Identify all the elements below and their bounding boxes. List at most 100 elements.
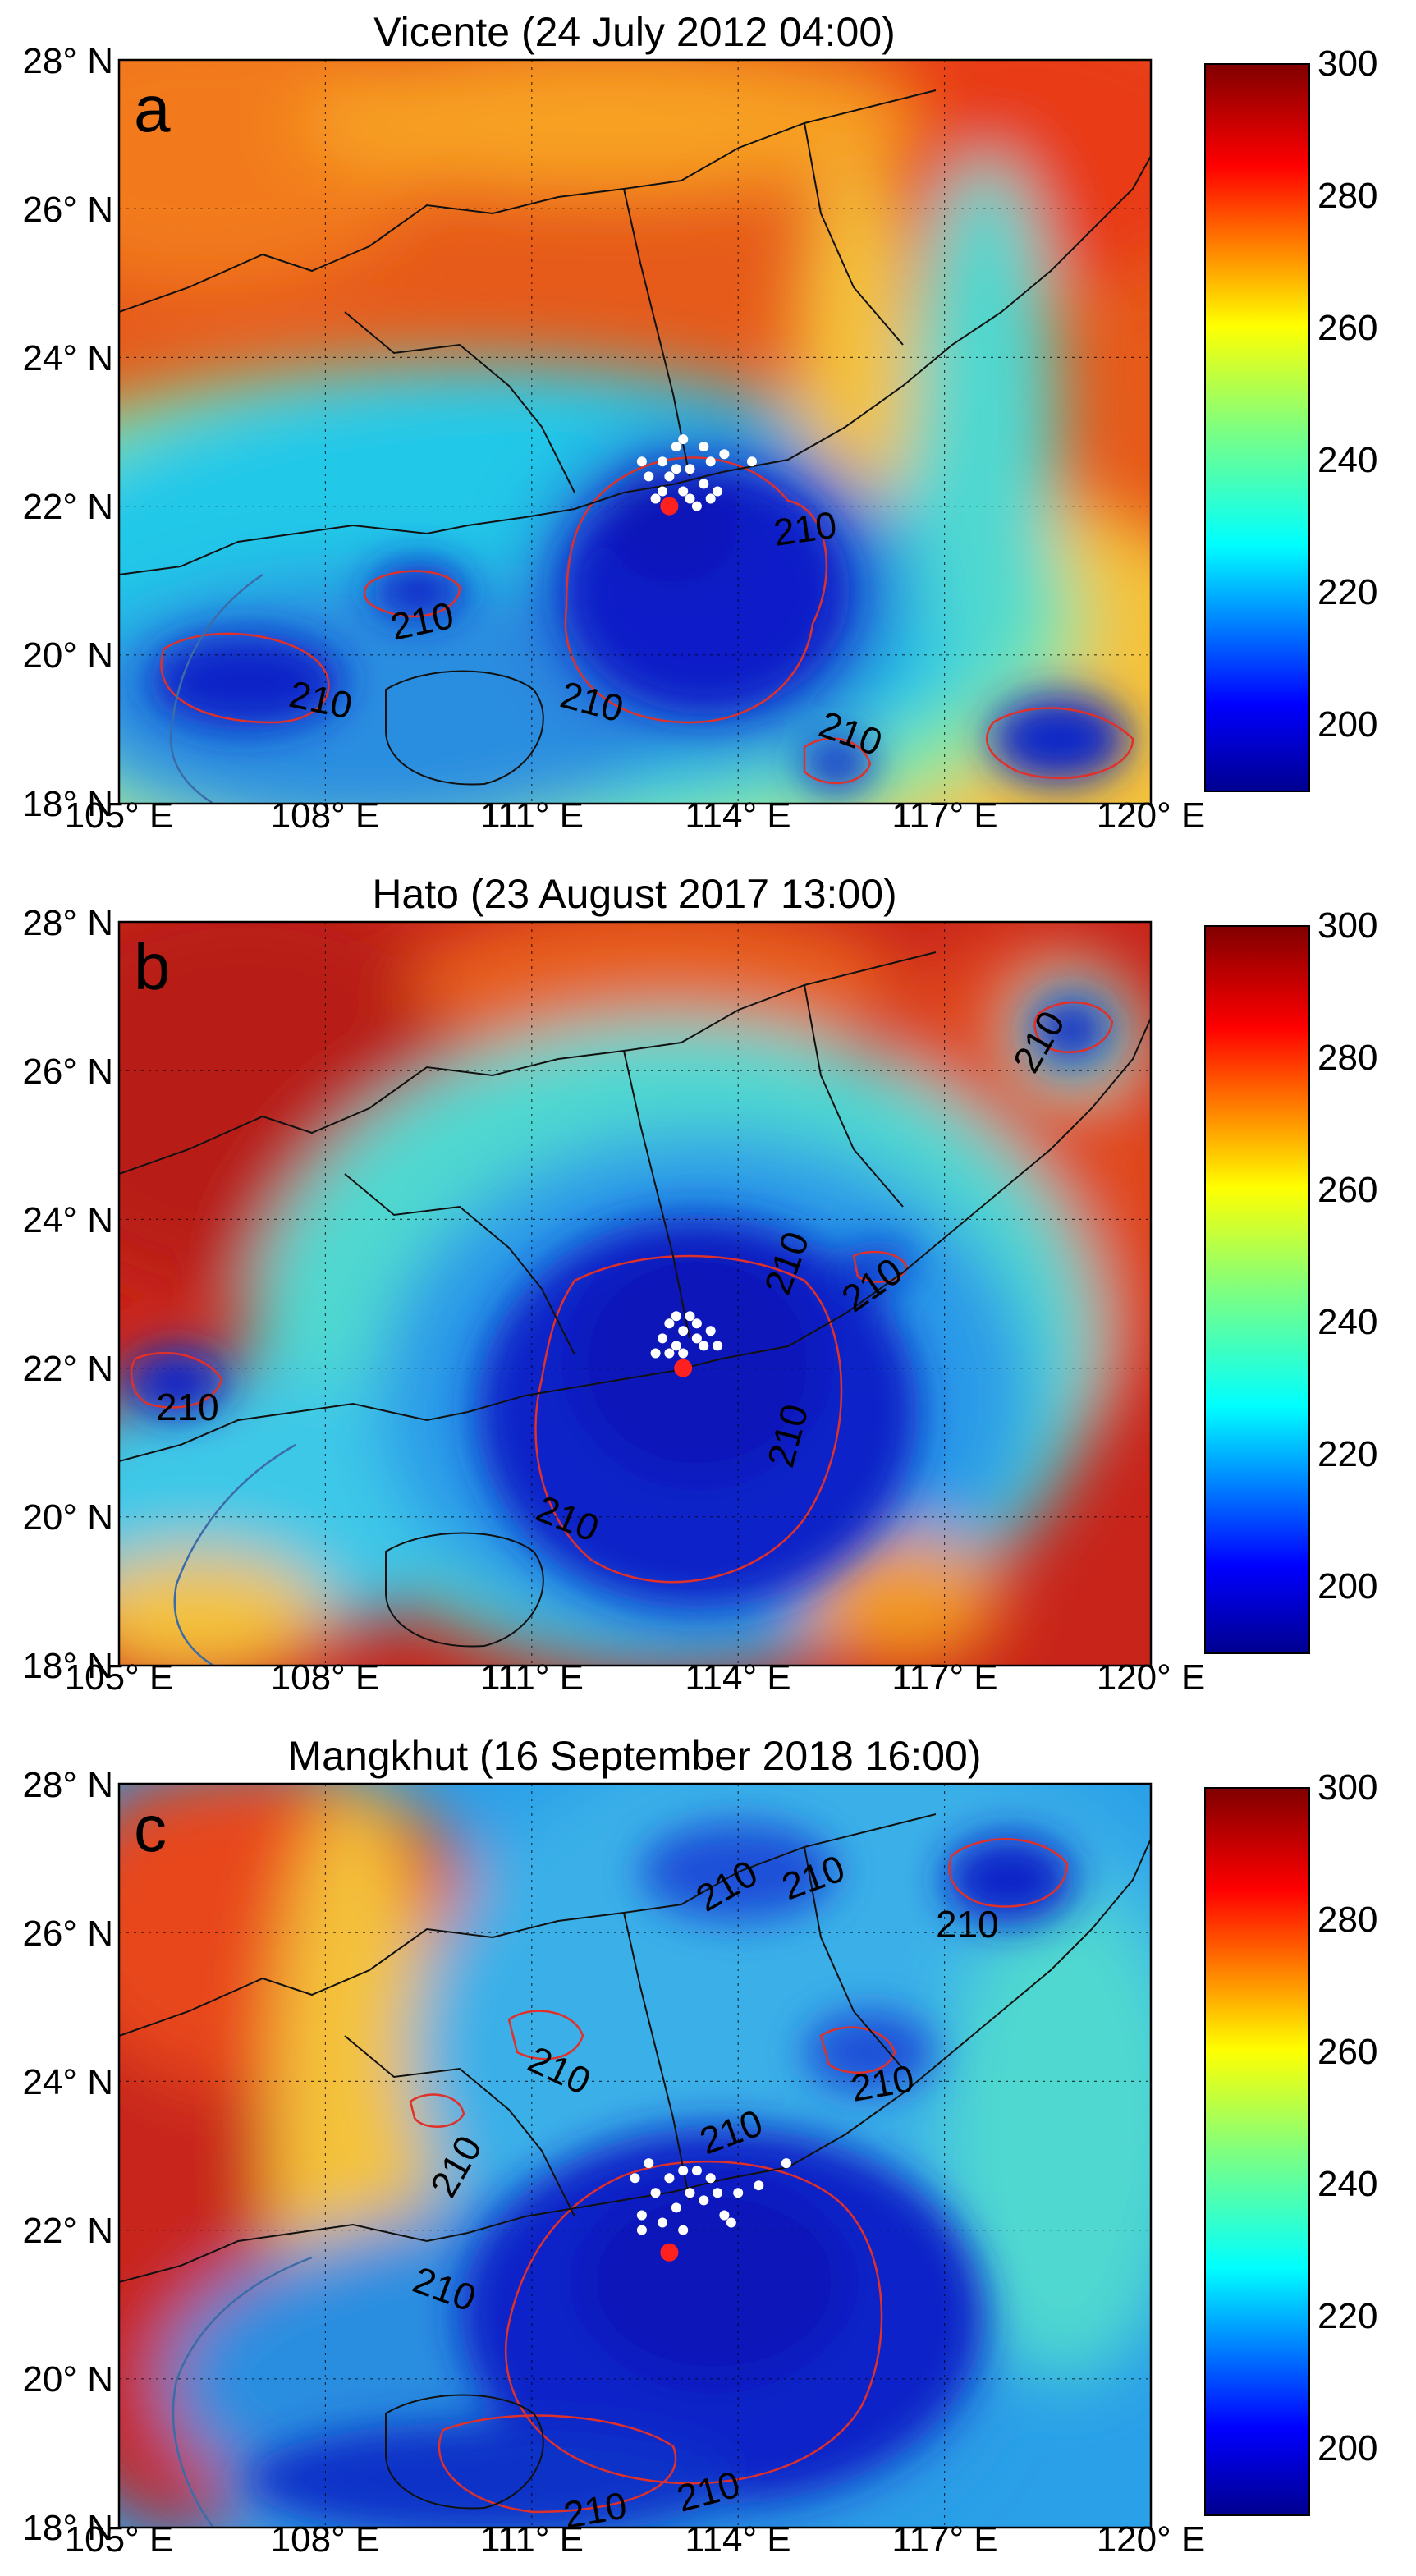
lat-tick-label: 24° N [22,1200,113,1240]
lat-tick-label: 26° N [22,190,113,230]
observation-point [691,2166,702,2176]
colorbar-tick-label: 260 [1317,2032,1377,2072]
lat-tick-label: 22° N [22,487,113,527]
observation-point [671,464,681,474]
panel-a: Vicente (24 July 2012 04:00) [22,9,1377,836]
observation-point [671,442,681,452]
storm-center-marker [660,2243,679,2262]
observation-point [705,456,716,467]
observation-point [664,471,675,482]
panel-title: Vicente (24 July 2012 04:00) [373,9,896,55]
satellite-heatmap [119,60,1151,804]
colorbar-tick-label: 220 [1317,2296,1377,2336]
observation-point [644,2158,654,2169]
lat-tick-label: 22° N [22,2211,113,2251]
plot-frame [117,920,1153,1667]
colorbar-tick-label: 220 [1317,572,1377,612]
lat-tick-label: 28° N [22,41,113,81]
colorbar-tick-label: 300 [1317,1767,1377,1808]
observation-point [705,2173,716,2184]
lat-axis: 28° N 26° N 24° N 22° N 20° N 18° N [22,41,113,824]
grid-lines [119,60,1151,804]
observation-point [685,2188,695,2198]
panel-title: Hato (23 August 2017 13:00) [372,871,896,917]
lon-tick-label: 120° E [1097,1657,1206,1698]
panel-c: Mangkhut (16 September 2018 16:00) [22,1733,1377,2560]
colorbar-tick-label: 260 [1317,308,1377,348]
colorbar-tick-label: 300 [1317,905,1377,946]
grid-lines [119,1784,1151,2528]
panel-letter: b [134,930,171,1003]
observation-point [685,493,695,504]
observation-point [678,2225,689,2235]
observation-point [658,486,667,497]
observation-point [713,486,723,497]
observation-point [671,2202,681,2213]
observation-point [691,1318,702,1329]
lon-tick-label: 105° E [65,795,174,836]
observation-point [719,449,730,460]
observation-point [685,464,695,474]
lon-tick-label: 108° E [271,795,380,836]
lon-axis: 105° E 108° E 111° E 114° E 117° E 120° … [65,1657,1206,1698]
colorbar-tick-label: 200 [1317,704,1377,745]
observation-point [671,1341,681,1351]
contour-label: 210 [156,1386,219,1428]
observation-point [678,434,689,445]
observation-point [685,1311,695,1322]
lon-tick-label: 108° E [271,1657,380,1698]
observation-point [705,1326,716,1336]
lat-axis: 28° N 26° N 24° N 22° N 20° N 18° N [22,1765,113,2548]
observation-point [705,493,716,504]
observation-point [678,486,689,497]
observation-point [630,2173,640,2184]
observation-points [630,2158,791,2235]
lat-tick-label: 24° N [22,338,113,378]
observation-point [664,2173,675,2184]
lat-tick-label: 24° N [22,2062,113,2102]
contour-label: 210 [936,1903,999,1946]
observation-point [713,1341,723,1351]
observation-point [691,501,702,511]
observation-point [650,493,661,504]
observation-point [678,1326,689,1336]
lon-tick-label: 111° E [480,2519,584,2560]
satellite-heatmap [119,1784,1151,2528]
observation-point [726,2217,736,2228]
storm-center-marker [674,1359,693,1377]
colorbar-tick-label: 200 [1317,1566,1377,1607]
observation-point [650,2188,661,2198]
lat-tick-label: 28° N [22,1765,113,1805]
lon-tick-label: 120° E [1097,2519,1206,2560]
lat-tick-label: 18° N [22,784,113,824]
observation-point [754,2180,764,2191]
colorbar-tick-label: 220 [1317,1434,1377,1474]
colorbar-tick-label: 240 [1317,440,1377,480]
lon-tick-label: 114° E [685,2519,790,2560]
observation-point [664,1348,675,1359]
lon-tick-label: 120° E [1097,795,1206,836]
observation-point [678,1348,689,1359]
colorbar: 300 280 260 240 220 200 [1204,905,1377,1654]
observation-point [733,2188,744,2198]
lat-tick-label: 22° N [22,1349,113,1389]
observation-point [636,456,647,467]
observation-point [658,2217,667,2228]
observation-point [664,1318,675,1329]
lon-tick-label: 114° E [685,1657,790,1698]
lon-tick-label: 117° E [891,1657,997,1698]
observation-point [719,2210,730,2221]
observation-points [636,434,757,511]
panel-title: Mangkhut (16 September 2018 16:00) [288,1733,982,1779]
lon-tick-label: 111° E [480,1657,584,1698]
lon-tick-label: 114° E [685,795,790,836]
observation-point [650,1348,661,1359]
lon-axis: 105° E 108° E 111° E 114° E 117° E 120° … [65,2519,1206,2560]
lat-tick-label: 20° N [22,2359,113,2400]
satellite-heatmap [119,922,1151,1666]
lon-axis: 105° E 108° E 111° E 114° E 117° E 120° … [65,795,1206,836]
observation-point [699,2195,709,2206]
lat-tick-label: 18° N [22,2508,113,2548]
observation-point [691,1333,702,1344]
